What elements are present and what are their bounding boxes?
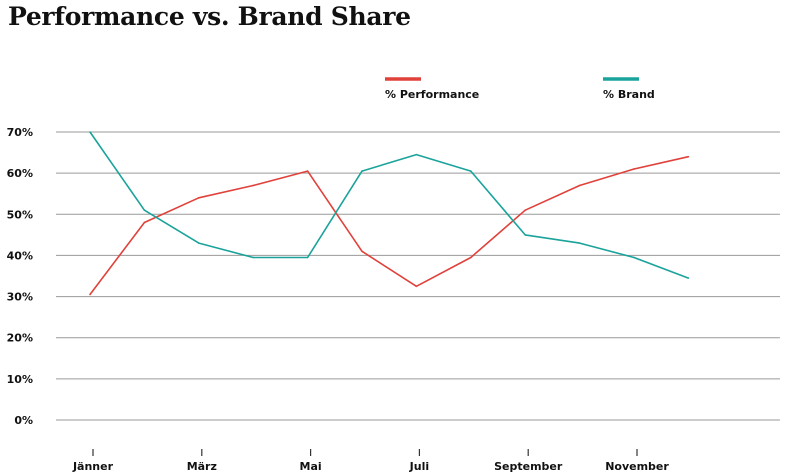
y-tick-label: 70%	[7, 126, 33, 139]
x-axis: Jänner März Mai Juli September November	[72, 449, 669, 473]
gridlines	[56, 131, 780, 421]
y-tick-label: 50%	[7, 208, 33, 221]
y-axis-ticks: 0% 10% 20% 30% 40% 50% 60% 70%	[7, 126, 33, 427]
data-point	[687, 277, 690, 279]
y-tick-label: 60%	[7, 167, 33, 180]
y-tick-label: 10%	[7, 373, 33, 386]
data-point	[578, 242, 581, 244]
data-point	[306, 256, 309, 259]
data-point	[633, 168, 635, 170]
data-point	[633, 256, 635, 259]
x-tick-label: September	[494, 460, 563, 473]
series-lines	[89, 131, 690, 296]
data-point	[89, 293, 91, 296]
y-tick-label: 40%	[7, 249, 33, 262]
data-point	[415, 153, 418, 156]
chart-title: Performance vs. Brand Share	[8, 2, 411, 31]
series-line-brand	[89, 131, 689, 279]
data-point	[252, 256, 254, 259]
data-point	[361, 250, 363, 253]
series-line-performance	[89, 155, 689, 295]
x-tick-label: Mai	[300, 460, 322, 473]
data-point	[578, 184, 581, 187]
data-point	[143, 221, 146, 224]
data-point	[470, 256, 472, 259]
data-point	[524, 209, 526, 211]
data-point	[198, 197, 200, 199]
data-point	[306, 170, 309, 172]
x-tick-label: November	[605, 460, 669, 473]
y-tick-label: 20%	[7, 332, 33, 345]
x-tick-label: Jänner	[72, 460, 114, 473]
data-point	[198, 242, 200, 244]
data-point	[252, 184, 254, 187]
x-tick-label: Juli	[409, 460, 429, 473]
y-tick-label: 0%	[14, 414, 33, 427]
data-point	[89, 131, 91, 133]
data-point	[415, 285, 418, 288]
legend-label: % Brand	[603, 88, 655, 101]
data-point	[524, 234, 526, 236]
data-point	[361, 170, 363, 172]
data-point	[143, 209, 146, 211]
x-tick-label: März	[187, 460, 217, 473]
data-point	[687, 155, 690, 158]
legend-label: % Performance	[385, 88, 479, 101]
y-tick-label: 30%	[7, 291, 33, 304]
data-point	[470, 170, 472, 172]
legend: % Performance % Brand	[385, 77, 655, 101]
